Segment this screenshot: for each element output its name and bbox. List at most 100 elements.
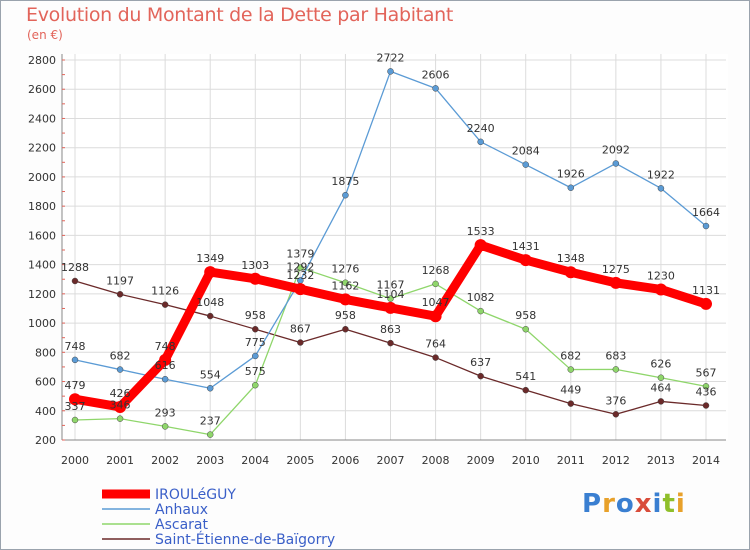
- data-label: 1431: [512, 240, 540, 253]
- y-tick-label: 1400: [28, 259, 56, 272]
- data-point: [161, 301, 169, 308]
- data-point: [522, 386, 529, 394]
- data-point: [477, 372, 484, 380]
- data-label: 2084: [512, 145, 540, 158]
- y-tick-label: 1600: [28, 229, 56, 242]
- data-label: 1232: [286, 269, 314, 282]
- data-label: 958: [335, 309, 356, 322]
- data-label: 682: [560, 350, 581, 363]
- data-point: [71, 277, 79, 285]
- data-point: [342, 325, 349, 333]
- data-label: 464: [650, 381, 671, 394]
- x-tick-label: 2007: [377, 454, 405, 467]
- x-tick-label: 2002: [151, 454, 179, 467]
- data-label: 748: [65, 340, 86, 353]
- data-label: 1230: [647, 269, 675, 282]
- x-tick-label: 2001: [106, 454, 134, 467]
- data-label: 1922: [647, 168, 675, 181]
- data-label: 237: [200, 415, 221, 428]
- data-point: [657, 398, 665, 405]
- data-point: [474, 239, 487, 252]
- data-label: 958: [245, 309, 266, 322]
- data-label: 1292: [286, 260, 314, 273]
- data-point: [206, 431, 214, 438]
- data-label: 1167: [377, 279, 405, 292]
- legend-label: Saint-Étienne-de-Baïgorry: [155, 531, 335, 548]
- y-tick-label: 2000: [28, 171, 56, 184]
- x-tick-label: 2003: [196, 454, 224, 467]
- data-label: 1162: [331, 279, 359, 292]
- y-tick-label: 2400: [28, 112, 56, 125]
- y-tick-label: 200: [35, 434, 56, 447]
- data-label: 436: [696, 386, 717, 399]
- data-point: [206, 385, 214, 392]
- logo-letter: t: [662, 489, 676, 519]
- x-tick-label: 2005: [286, 454, 314, 467]
- x-tick-label: 2010: [512, 454, 540, 467]
- logo-letter: i: [675, 489, 686, 519]
- logo-letter: x: [634, 489, 653, 519]
- y-tick-label: 1200: [28, 288, 56, 301]
- data-label: 1104: [377, 288, 405, 301]
- y-tick-label: 2200: [28, 142, 56, 155]
- data-point: [654, 283, 667, 296]
- data-label: 346: [110, 399, 131, 412]
- x-tick-label: 2012: [602, 454, 630, 467]
- data-label: 541: [515, 370, 536, 383]
- data-point: [567, 184, 575, 191]
- data-point: [161, 375, 169, 383]
- data-point: [657, 374, 665, 381]
- data-label: 376: [605, 394, 626, 407]
- data-label: 1348: [557, 252, 585, 265]
- y-tick-label: 800: [35, 346, 56, 359]
- legend-label: Ascarat: [155, 517, 208, 533]
- data-label: 1131: [692, 284, 720, 297]
- data-label: 863: [380, 323, 401, 336]
- data-label: 1664: [692, 206, 720, 219]
- data-label: 1082: [467, 291, 495, 304]
- data-point: [567, 400, 575, 407]
- data-point: [342, 191, 349, 199]
- data-point: [519, 254, 532, 267]
- data-label: 775: [245, 336, 266, 349]
- data-point: [477, 138, 484, 146]
- data-label: 764: [425, 338, 446, 351]
- data-label: 682: [110, 350, 131, 363]
- legend-label: Anhaux: [155, 502, 208, 518]
- x-tick-label: 2000: [61, 454, 89, 467]
- data-point: [297, 339, 304, 346]
- data-point: [161, 423, 169, 430]
- data-label: 1268: [422, 264, 450, 277]
- logo-letter: P: [582, 489, 603, 519]
- data-label: 1197: [106, 274, 134, 287]
- data-label: 567: [696, 366, 717, 379]
- x-tick-label: 2008: [422, 454, 450, 467]
- data-point: [206, 312, 214, 320]
- data-point: [297, 264, 304, 271]
- data-point: [69, 393, 81, 406]
- data-label: 337: [65, 400, 86, 413]
- data-label: 554: [200, 368, 221, 381]
- data-point: [432, 354, 439, 361]
- data-point: [702, 383, 710, 390]
- data-point: [71, 416, 79, 424]
- data-label: 1875: [331, 175, 359, 188]
- x-tick-label: 2013: [647, 454, 675, 467]
- data-label: 1126: [151, 285, 179, 298]
- data-label: 958: [515, 309, 536, 322]
- data-label: 1276: [331, 263, 359, 276]
- data-point: [700, 297, 712, 310]
- data-point: [71, 356, 79, 364]
- data-label: 293: [155, 406, 176, 419]
- data-label: 867: [290, 323, 311, 336]
- data-label: 426: [110, 387, 131, 400]
- data-point: [252, 352, 259, 360]
- y-tick-label: 600: [35, 376, 56, 389]
- data-point: [522, 161, 529, 168]
- data-label: 616: [155, 359, 176, 372]
- x-tick-label: 2006: [331, 454, 359, 467]
- x-tick-label: 2004: [241, 454, 269, 467]
- data-point: [612, 366, 620, 373]
- data-point: [567, 366, 575, 373]
